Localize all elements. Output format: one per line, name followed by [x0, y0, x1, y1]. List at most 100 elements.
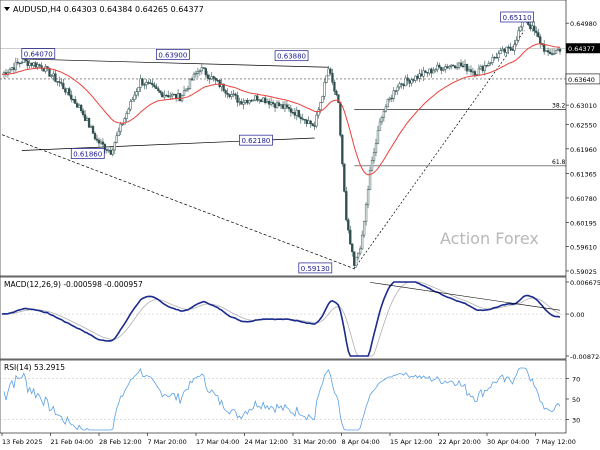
candle-body [256, 95, 259, 101]
candle-body [147, 82, 150, 84]
watermark: Action Forex [440, 229, 539, 248]
candle-body [297, 109, 300, 118]
candle-body [157, 88, 160, 92]
candle-body [26, 60, 29, 66]
candle-body [364, 204, 368, 222]
candle-body [499, 50, 502, 54]
candle-body [327, 68, 330, 77]
candle-body [262, 97, 265, 103]
candle-body [123, 118, 126, 125]
candle-body [8, 69, 12, 73]
candle-body [305, 119, 308, 124]
candle-body [358, 248, 362, 254]
candle-body [60, 82, 63, 84]
candle-body [30, 62, 33, 66]
candle-body [414, 75, 417, 81]
candle-body [208, 78, 211, 80]
candle-body [20, 62, 23, 64]
candle-body [62, 83, 65, 90]
macd-panel [0, 276, 567, 360]
time-tick-label: 17 Mar 04:00 [196, 438, 239, 446]
candle-body [139, 78, 142, 88]
candle-body [313, 125, 316, 127]
time-tick-label: 28 Feb 12:00 [99, 438, 142, 446]
candle-body [402, 84, 405, 87]
candle-body [76, 103, 79, 108]
candle-body [477, 68, 481, 76]
candle-body [129, 101, 132, 110]
candle-body [467, 69, 471, 72]
candle-body [267, 101, 271, 105]
candle-body [321, 96, 324, 103]
time-tick-label: 30 Apr 04:00 [487, 438, 529, 446]
price-tick-label: 0.59025 [570, 268, 597, 276]
price-layer: 38.2 61.8 0.64070 0.63900 0.63880 0.61860 0.62… [0, 11, 566, 274]
candle-body [331, 72, 334, 83]
candle-body [137, 86, 140, 92]
macd-tick-label: -0.008724 [570, 353, 600, 361]
candle-body [412, 79, 415, 81]
candle-body [386, 99, 390, 108]
candle-body [438, 64, 441, 68]
candle-body [289, 108, 293, 113]
candle-body [202, 67, 205, 69]
candle-body [56, 81, 59, 83]
candle-body [250, 100, 253, 102]
candle-body [161, 92, 164, 98]
candle-body [50, 75, 53, 77]
candle-body [333, 81, 336, 92]
time-tick-label: 21 Feb 04:00 [51, 438, 94, 446]
rsi-title: RSI(14) 53.2915 [4, 363, 65, 372]
candle-body [311, 123, 314, 126]
candle-body [212, 76, 215, 79]
candle-body [372, 152, 376, 161]
candle-body [309, 120, 312, 124]
rsi-tick-label: 70 [572, 375, 580, 383]
candle-body [48, 67, 51, 77]
candle-body [485, 65, 488, 67]
candle-body [544, 50, 548, 52]
candle-body [335, 90, 338, 95]
candle-body [22, 59, 25, 63]
candle-body [34, 62, 37, 68]
candle-body [463, 64, 467, 67]
candle-body [230, 94, 233, 97]
rsi-tick-label: 30 [572, 417, 580, 425]
candle-body [355, 256, 358, 266]
time-tick-label: 8 Apr 04:00 [342, 438, 380, 446]
candle-body [163, 94, 166, 98]
candle-body [285, 104, 289, 108]
candle-body [317, 109, 320, 116]
candle-body [210, 76, 213, 80]
candle-body [153, 84, 156, 87]
fib-label: 61.8 [552, 159, 566, 166]
candle-body [198, 70, 202, 72]
candle-body [343, 163, 346, 192]
candle-body [252, 99, 255, 102]
candle-body [283, 104, 287, 109]
price-label-box [274, 50, 309, 62]
candle-body [469, 69, 473, 73]
candle-body [537, 32, 540, 37]
candle-body [121, 123, 124, 126]
candle-body [182, 90, 186, 96]
candle-body [450, 64, 453, 67]
candle-body [234, 93, 237, 96]
candle-body [533, 25, 536, 32]
candle-body [214, 78, 217, 81]
candle-body [366, 189, 370, 205]
candle-body [269, 102, 273, 105]
candle-body [224, 90, 227, 94]
candle-body [495, 57, 498, 59]
dropdown-icon[interactable] [4, 7, 10, 11]
symbol-ohlc-line: AUDUSD,H4 0.64303 0.64384 0.64265 0.6437… [13, 5, 204, 14]
candle-body [83, 114, 87, 121]
candle-body [382, 110, 386, 118]
candle-body [426, 72, 429, 74]
candle-body [178, 93, 182, 102]
candle-body [428, 68, 431, 74]
candle-body [127, 108, 130, 114]
candle-body [388, 97, 391, 100]
candle-body [119, 123, 122, 132]
